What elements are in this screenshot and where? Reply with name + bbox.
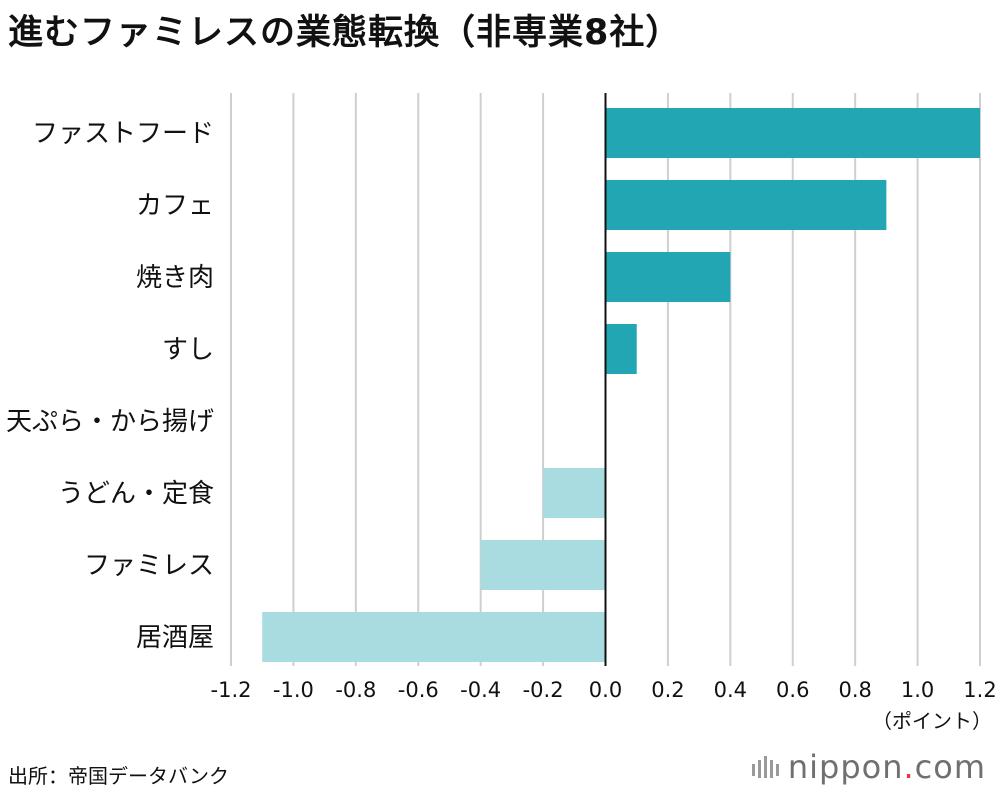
x-tick-label: -0.6 [398,678,439,702]
bar [605,108,980,158]
bar [605,324,637,374]
chart-title: 進むファミレスの業態転換（非専業8社） [8,13,682,53]
x-tick-label: -1.0 [273,678,314,702]
category-label: 居酒屋 [136,623,214,653]
x-tick-label: -0.4 [460,678,501,702]
x-tick-label: 0.0 [589,678,622,702]
x-tick-label: -0.2 [523,678,564,702]
bar [605,252,731,302]
category-label: うどん・定食 [58,479,214,509]
logo-suffix: com [914,748,986,786]
x-tick-label: 0.8 [838,678,871,702]
x-tick-label: 0.6 [776,678,809,702]
source-note: 出所：帝国データバンク [8,764,229,788]
x-tick-label: -1.2 [211,678,252,702]
x-axis-unit-label: （ポイント） [872,709,992,733]
bar [480,540,606,590]
bar [605,180,887,230]
category-label: ファストフード [32,119,214,149]
logo-dot: . [903,748,915,786]
bars [262,108,980,662]
category-label: 焼き肉 [136,263,214,293]
bar [543,468,606,518]
logo-bars-icon [751,756,779,778]
bar [262,612,606,662]
category-label: すし [162,335,214,365]
category-label: カフェ [136,191,214,221]
category-label: 天ぷら・から揚げ [6,407,214,437]
x-tick-label: -0.8 [335,678,376,702]
x-tick-label: 1.2 [963,678,996,702]
x-tick-label: 0.4 [714,678,747,702]
x-tick-label: 1.0 [901,678,934,702]
x-tick-labels: -1.2 -1.0 -0.8 -0.6 -0.4 -0.2 0.0 0.2 0.4 0.6 0.8 1… [211,678,997,702]
logo-name: nippon [787,748,904,786]
category-label: ファミレス [84,551,214,581]
nippon-logo: nippon.com [751,748,986,786]
x-tick-label: 0.2 [651,678,684,702]
